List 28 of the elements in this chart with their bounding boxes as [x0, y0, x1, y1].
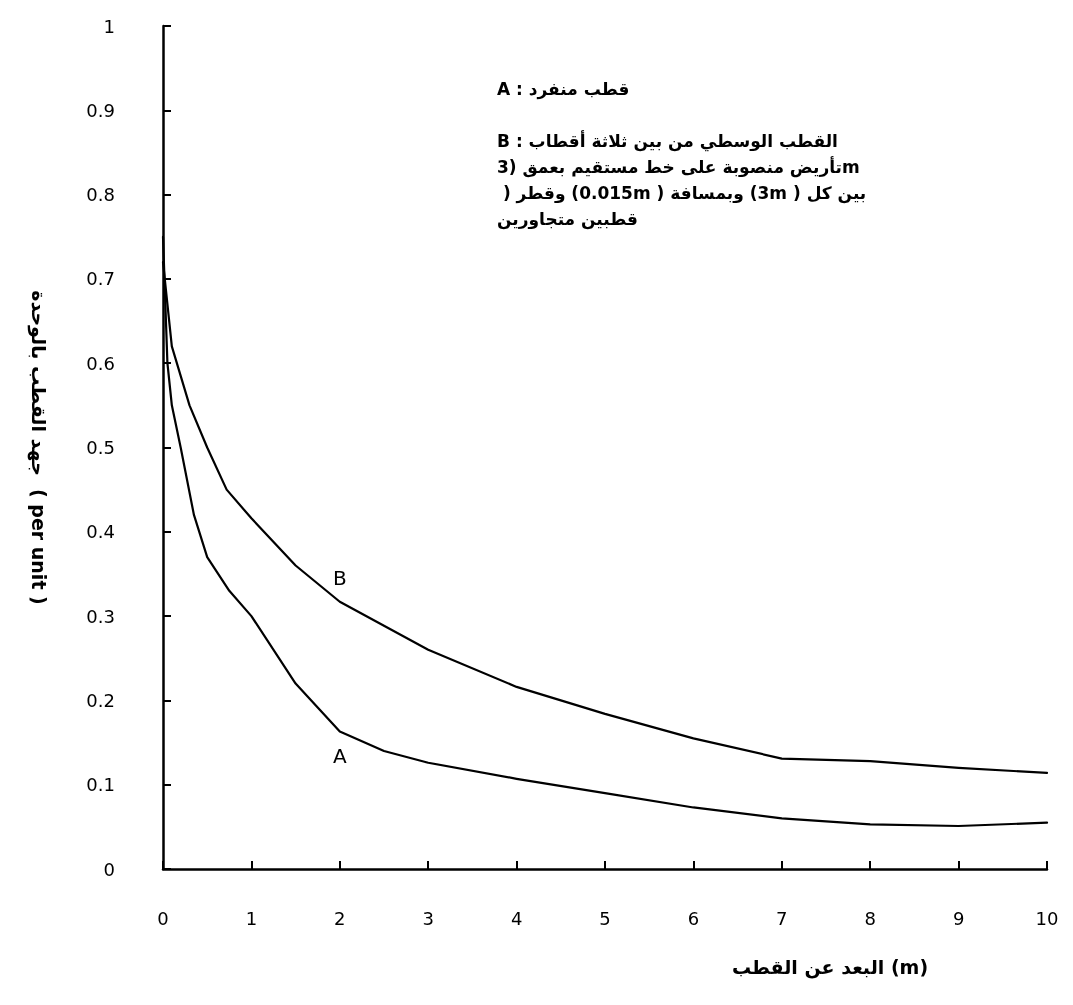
series-label: A: [332, 743, 347, 768]
y-tick-label: 0.2: [86, 689, 115, 711]
y-axis-title: جهد القطب بالوحدة ( per unit ): [26, 290, 50, 605]
annotation: A : قطب منفرد: [497, 79, 630, 100]
y-tick-label: 0.9: [86, 99, 115, 121]
x-tick-label: 4: [510, 907, 523, 929]
y-tick-label: 0.1: [86, 774, 115, 796]
x-tick-label: 5: [599, 907, 611, 929]
x-tick-label: 8: [864, 907, 876, 929]
x-tick-label: 10: [1035, 907, 1059, 929]
x-tick-label: 7: [776, 907, 788, 929]
y-tick-label: 0.7: [86, 268, 115, 290]
x-tick-label: 0: [157, 907, 169, 929]
x-tick-label: 3: [422, 907, 434, 929]
x-tick-label: 6: [687, 907, 700, 929]
y-tick-label: 1: [103, 15, 115, 37]
y-tick-label: 0.3: [86, 605, 115, 627]
series-label: B: [332, 565, 347, 590]
x-tick-label: 2: [334, 907, 346, 929]
x-tick-label: 1: [245, 907, 258, 929]
y-tick-label: 0.4: [86, 521, 115, 543]
y-tick-label: 0.8: [86, 184, 115, 206]
y-tick-label: 0: [103, 858, 115, 880]
y-tick-label: 0.5: [86, 437, 115, 458]
x-axis-title: البعد عن القطب (m): [731, 955, 929, 979]
annotation: B : القطب الوسطي من بين ثلاثة أقطاب تأريض منصوبة على خط مستقيم بعمق (3m ) وقطر (0.015m ) وبمسافة (3m ) بين كل قطبين متجاورين: [497, 130, 873, 230]
y-tick-label: 0.6: [86, 352, 115, 374]
x-tick-label: 9: [952, 907, 965, 929]
